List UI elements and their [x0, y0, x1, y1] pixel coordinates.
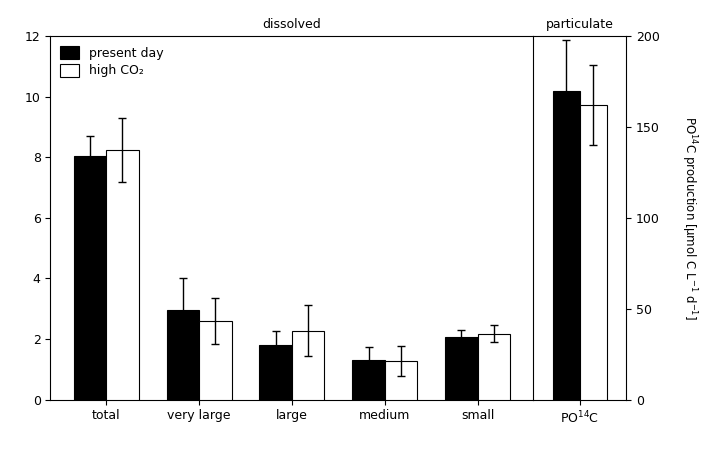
- Bar: [73, 156, 106, 400]
- Text: dissolved: dissolved: [263, 18, 321, 31]
- Y-axis label: PO$^{14}$C production [µmol C L$^{-1}$ d$^{-1}$]: PO$^{14}$C production [µmol C L$^{-1}$ d…: [680, 116, 699, 320]
- Legend: present day, high CO₂: present day, high CO₂: [57, 43, 168, 81]
- Bar: [199, 321, 232, 400]
- Bar: [580, 105, 607, 400]
- Bar: [553, 91, 580, 400]
- Bar: [478, 334, 510, 400]
- Bar: [352, 360, 385, 400]
- Bar: [106, 150, 139, 400]
- Bar: [385, 361, 418, 400]
- Bar: [445, 336, 478, 400]
- Bar: [259, 345, 292, 400]
- Bar: [292, 331, 325, 400]
- Bar: [166, 310, 199, 400]
- Text: particulate: particulate: [546, 18, 614, 31]
